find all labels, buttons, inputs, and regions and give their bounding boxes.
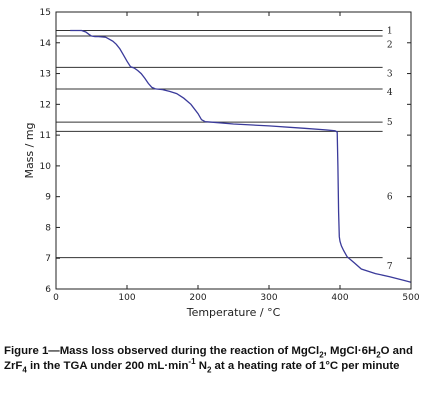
zone-label-7: 7 [387,262,393,272]
x-axis-label: Temperature / °C [186,306,281,319]
x-tick-label-100: 100 [118,293,135,303]
caption-text-3: O and ZrF [4,345,413,372]
x-tick-label-200: 200 [189,293,206,303]
caption-text-5: N [195,360,207,372]
mass-loss-curve [70,29,412,283]
y-tick-label-12: 12 [40,100,51,110]
caption-sub-4: 2 [206,365,212,375]
x-tick-label-300: 300 [260,293,277,303]
zone-label-4: 4 [387,88,393,98]
zone-label-6: 6 [387,193,393,203]
plot-frame [55,11,412,290]
zone-label-5: 5 [387,118,393,128]
zone-label-2: 2 [387,40,393,50]
caption-sub-3: 4 [22,365,27,375]
y-tick-label-7: 7 [45,254,51,264]
y-tick-label-13: 13 [40,70,51,80]
y-tick-label-14: 14 [40,39,52,49]
y-tick-label-6: 6 [45,285,51,295]
zone-label-3: 3 [387,70,393,80]
figure-caption: Figure 1—Mass loss observed during the r… [4,344,428,374]
y-tick-label-8: 8 [45,223,51,233]
x-tick-label-500: 500 [402,293,419,303]
caption-text-2: , MgCl·6H [323,345,377,357]
x-tick-label-0: 0 [53,293,59,303]
x-tick-label-400: 400 [331,293,348,303]
caption-text-6: at a heating rate of 1°C per minute [211,360,400,372]
tga-chart: 1 2 3 4 5 6 7 0 100 200 300 400 500 6 7 8 9 10 11 12 13 14 15 T… [23,8,420,319]
y-tick-label-9: 9 [45,193,51,203]
zone-label-1: 1 [387,26,393,36]
caption-sub-2: 2 [376,350,381,360]
y-tick-label-10: 10 [40,162,52,172]
y-axis-label: Mass / mg [23,122,36,178]
caption-sub-1: 2 [319,350,324,360]
caption-sup-1: -1 [188,357,196,367]
caption-text-1: Figure 1—Mass loss observed during the r… [4,345,320,357]
caption-text-4: in the TGA under 200 mL·min [26,360,189,372]
y-tick-label-15: 15 [40,8,51,18]
y-tick-label-11: 11 [40,131,51,141]
